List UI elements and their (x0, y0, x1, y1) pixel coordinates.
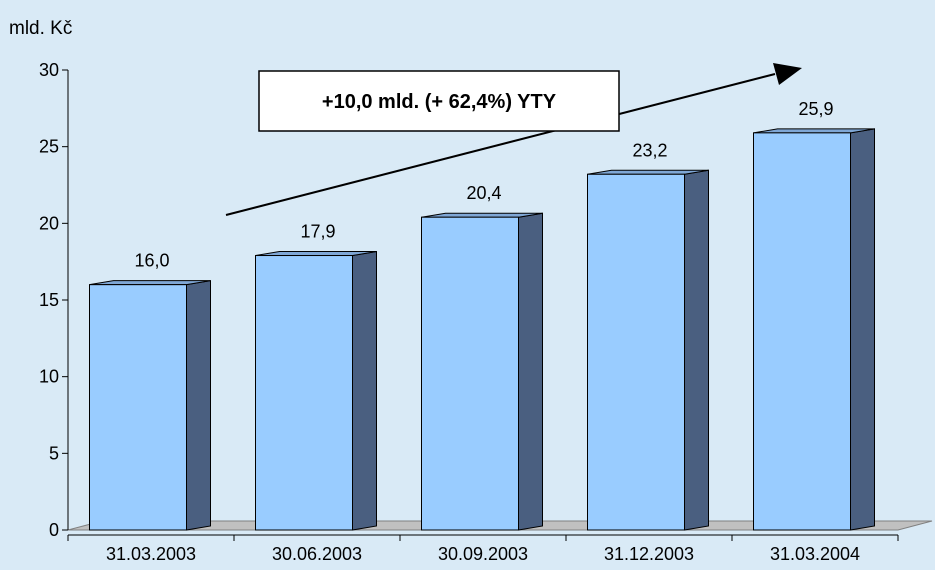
y-tick-label: 0 (49, 520, 59, 540)
bar-front (753, 132, 851, 531)
y-tick-label: 30 (39, 60, 59, 80)
x-tick-label: 31.03.2004 (770, 544, 860, 564)
bar-front (421, 216, 519, 531)
bar-front (587, 173, 685, 531)
y-tick-label: 10 (39, 367, 59, 387)
trend-arrow-head (773, 63, 802, 85)
bar-1 (89, 280, 211, 531)
data-label: 20,4 (466, 183, 501, 203)
data-label: 17,9 (300, 222, 335, 242)
bar-4 (587, 169, 709, 531)
bar-side (518, 212, 543, 531)
bar-side (850, 128, 875, 531)
y-tick-label: 15 (39, 290, 59, 310)
trend-arrow-line (225, 73, 776, 216)
bar-side (186, 280, 211, 531)
bar-top (255, 251, 377, 257)
bar-front (255, 255, 353, 531)
bar-top (89, 280, 211, 286)
x-tick-label: 30.06.2003 (272, 544, 362, 564)
x-tick-label: 31.03.2003 (106, 544, 196, 564)
bar-top (753, 128, 875, 134)
x-tick-label: 30.09.2003 (438, 544, 528, 564)
y-tick-label: 5 (49, 443, 59, 463)
y-axis-unit-label: mld. Kč (9, 18, 72, 39)
bar-top (587, 169, 709, 175)
bar-top (421, 212, 543, 218)
data-label: 23,2 (632, 140, 667, 160)
bar-side (684, 169, 709, 531)
data-label: 16,0 (134, 251, 169, 271)
callout-box (258, 70, 620, 132)
bar-side (352, 250, 377, 531)
bar-3 (421, 212, 543, 531)
y-tick-label: 20 (39, 213, 59, 233)
bar-2 (255, 250, 377, 531)
data-label: 25,9 (798, 99, 833, 119)
bar-5 (753, 128, 875, 531)
callout-text: +10,0 mld. (+ 62,4%) YTY (322, 91, 557, 113)
x-tick-label: 31.12.2003 (604, 544, 694, 564)
bar-front (89, 284, 187, 531)
y-tick-label: 25 (39, 137, 59, 157)
